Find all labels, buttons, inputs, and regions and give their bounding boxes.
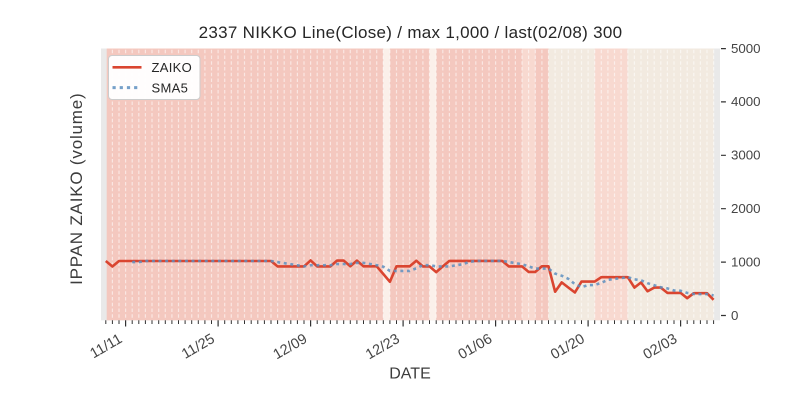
- svg-text:2000: 2000: [731, 201, 761, 216]
- svg-text:3000: 3000: [731, 148, 761, 163]
- svg-text:IPPAN ZAIKO (volume): IPPAN ZAIKO (volume): [67, 93, 86, 285]
- svg-text:1000: 1000: [731, 254, 761, 269]
- svg-text:2337 NIKKO Line(Close) / max 1: 2337 NIKKO Line(Close) / max 1,000 / las…: [199, 23, 623, 42]
- svg-text:ZAIKO: ZAIKO: [152, 60, 193, 75]
- svg-text:DATE: DATE: [389, 366, 430, 383]
- svg-text:SMA5: SMA5: [152, 80, 189, 95]
- svg-text:4000: 4000: [731, 94, 761, 109]
- svg-text:5000: 5000: [731, 41, 761, 56]
- svg-text:0: 0: [731, 308, 738, 323]
